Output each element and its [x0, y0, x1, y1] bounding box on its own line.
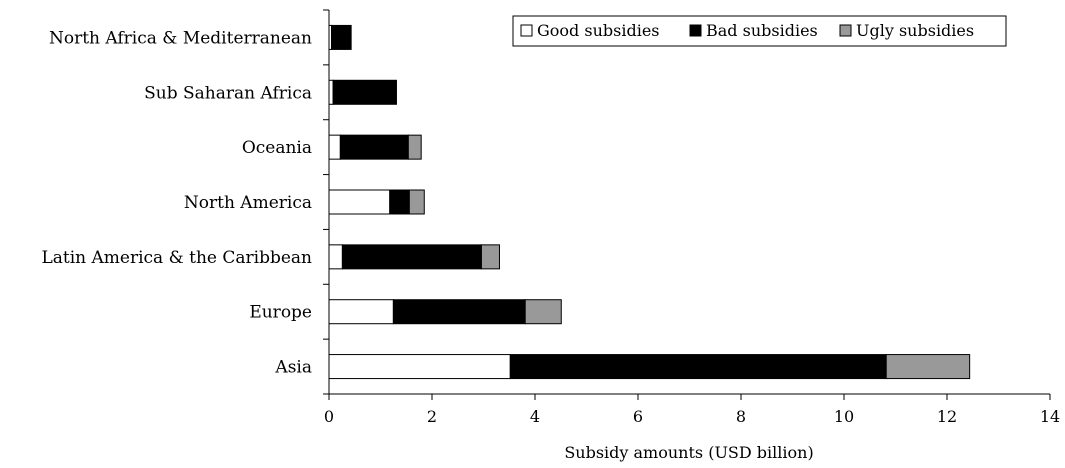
- bar-segment-good: [328, 79, 334, 105]
- legend-swatch-bad: [689, 24, 702, 37]
- category-label: Europe: [249, 303, 312, 323]
- bar-segment-good: [328, 299, 394, 325]
- bar-segment-ugly: [408, 189, 425, 215]
- x-tick-label: 4: [530, 407, 540, 426]
- bar-segment-bad: [331, 24, 352, 50]
- legend-swatch-ugly: [839, 24, 852, 37]
- bar-segment-ugly: [480, 244, 500, 270]
- legend-swatch-good: [520, 24, 533, 37]
- x-tick-labels: 0 2 4 6 8 10 12 14: [324, 407, 1060, 426]
- x-tick-label: 8: [736, 407, 746, 426]
- bar-segment-bad: [389, 189, 410, 215]
- legend: Good subsidies Bad subsidies Ugly subsid…: [512, 15, 1007, 47]
- bar-segment-bad: [339, 134, 409, 160]
- bar-segment-good: [328, 134, 341, 160]
- category-label: Sub Saharan Africa: [144, 83, 312, 103]
- category-label: Asia: [274, 358, 312, 378]
- x-tick-label: 14: [1040, 407, 1060, 426]
- category-label: North Africa & Mediterranean: [49, 28, 312, 48]
- category-label: North America: [184, 193, 312, 213]
- bar-segment-bad: [392, 299, 526, 325]
- legend-label-ugly: Ugly subsidies: [856, 21, 974, 40]
- x-tick-label: 0: [324, 407, 334, 426]
- category-labels: North Africa & Mediterranean Sub Saharan …: [41, 28, 312, 377]
- bar-segment-bad: [509, 354, 887, 380]
- x-tick-label: 2: [427, 407, 437, 426]
- legend-label-good: Good subsidies: [537, 21, 660, 40]
- bar-segment-ugly: [885, 354, 971, 380]
- bar-segment-ugly: [407, 134, 422, 160]
- x-tick-label: 10: [834, 407, 854, 426]
- bar-segment-ugly: [524, 299, 562, 325]
- axes: [323, 9, 1051, 400]
- bar-segment-bad: [341, 244, 482, 270]
- bar-segment-good: [328, 244, 343, 270]
- category-label: Latin America & the Caribbean: [41, 248, 312, 268]
- bars: [328, 24, 971, 380]
- bar-segment-good: [328, 354, 511, 380]
- category-label: Oceania: [242, 138, 312, 158]
- legend-label-bad: Bad subsidies: [706, 21, 818, 40]
- x-tick-label: 12: [937, 407, 957, 426]
- bar-segment-bad: [332, 79, 397, 105]
- legend-frame: [512, 15, 1007, 47]
- x-tick-label: 6: [633, 407, 643, 426]
- x-axis-title: Subsidy amounts (USD billion): [564, 443, 813, 462]
- bar-segment-good: [328, 189, 391, 215]
